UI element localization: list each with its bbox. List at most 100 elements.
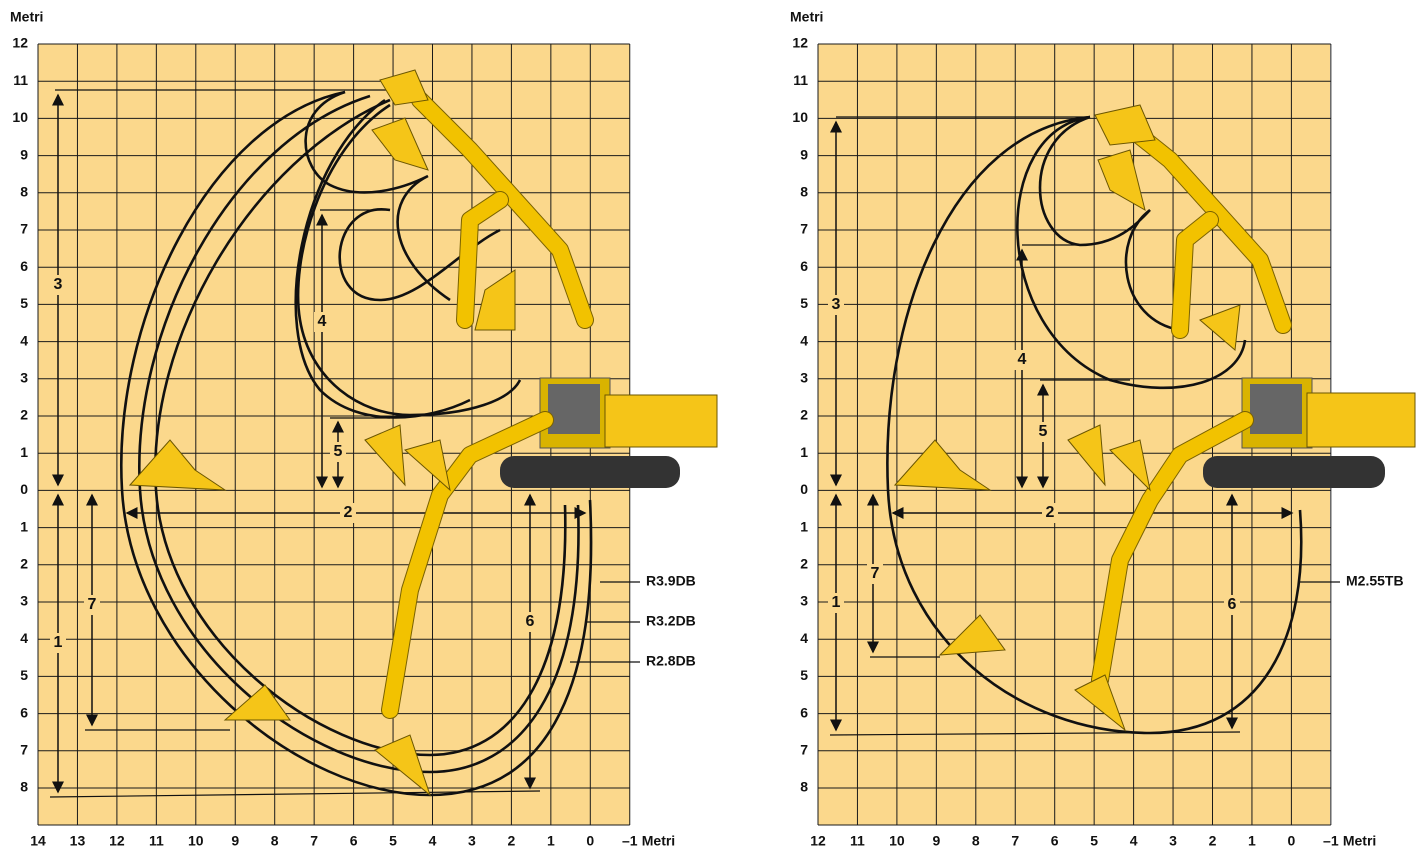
callout-bg <box>1035 422 1051 442</box>
leader <box>49 790 541 798</box>
y-tick-label: 5 <box>800 295 808 311</box>
y-tick-label: 3 <box>800 593 808 609</box>
callout: 1 <box>54 634 63 651</box>
boom <box>382 412 553 718</box>
callout-bg <box>1042 503 1058 523</box>
y-tick-label: 12 <box>792 35 808 51</box>
y-tick-label: 8 <box>20 779 28 795</box>
x-tick-label: 3 <box>468 833 476 849</box>
y-tick-label: 3 <box>20 370 28 386</box>
callout-bg <box>1014 350 1030 370</box>
y-tick-label: 8 <box>20 184 28 200</box>
loop <box>1016 115 1247 390</box>
callout: 3 <box>54 276 63 293</box>
callout: 7 <box>88 596 97 613</box>
x-tick-label: 6 <box>1051 833 1059 849</box>
callout: 2 <box>1046 504 1055 521</box>
bucket <box>1097 149 1146 212</box>
x-tick-label: 9 <box>932 833 940 849</box>
y-tick-label: 1 <box>800 518 808 534</box>
x-tick-label: 14 <box>30 833 46 849</box>
callout-bg <box>50 275 66 295</box>
callout-bg <box>340 503 356 523</box>
y-tick-label: 4 <box>800 332 808 348</box>
x-tick-label: 2 <box>1209 833 1217 849</box>
x-tick-label: 0 <box>1288 833 1296 849</box>
x-tick-label: 13 <box>70 833 86 849</box>
bucket <box>1109 439 1151 492</box>
x-tick-label: 7 <box>310 833 318 849</box>
bucket <box>379 69 429 106</box>
stick <box>1172 212 1218 338</box>
y-axis-title: Metri <box>790 9 823 25</box>
bucket <box>223 684 291 721</box>
bucket <box>1067 424 1106 487</box>
callout-bg <box>522 612 538 632</box>
y-tick-label: 0 <box>20 481 28 497</box>
y-tick-label: 2 <box>800 556 808 572</box>
y-tick-label: 8 <box>800 779 808 795</box>
bucket <box>128 439 227 491</box>
x-tick-label: 11 <box>149 833 164 849</box>
y-tick-label: 2 <box>20 407 28 423</box>
callout-bg <box>84 595 100 615</box>
x-tick-label: 0 <box>586 833 594 849</box>
y-tick-label: 4 <box>800 630 808 646</box>
x-tick-label: 11 <box>850 833 865 849</box>
track <box>1203 456 1385 488</box>
y-tick-label: 6 <box>800 704 808 720</box>
callout: 3 <box>832 296 841 313</box>
bucket <box>893 439 992 491</box>
y-tick-label: 10 <box>12 109 28 125</box>
cab-window <box>548 384 600 434</box>
body <box>1306 392 1416 448</box>
y-tick-label: 4 <box>20 332 28 348</box>
stick <box>457 192 508 328</box>
callout-bg <box>50 633 66 653</box>
callout: 2 <box>344 504 353 521</box>
callout: 6 <box>1228 596 1237 613</box>
x-tick-label: 10 <box>889 833 905 849</box>
callout: 1 <box>832 594 841 611</box>
bucket <box>938 614 1006 656</box>
x-axis-unit: Metri <box>1343 833 1376 849</box>
y-tick-label: 0 <box>800 481 808 497</box>
x-tick-label: 6 <box>350 833 358 849</box>
y-tick-label: 3 <box>20 593 28 609</box>
x-tick-label: –1 <box>622 833 638 849</box>
y-tick-label: 7 <box>20 742 28 758</box>
x-tick-label: 5 <box>389 833 397 849</box>
track <box>500 456 680 488</box>
y-tick-label: 9 <box>800 146 808 162</box>
left-drawing <box>49 69 718 798</box>
x-tick-label: 1 <box>1248 833 1256 849</box>
y-tick-label: 1 <box>20 444 28 460</box>
y-tick-label: 6 <box>20 258 28 274</box>
callout-bg <box>828 295 844 315</box>
curve-label: R3.2DB <box>646 613 696 629</box>
bucket <box>371 117 429 171</box>
y-tick-label: 2 <box>800 407 808 423</box>
y-tick-label: 3 <box>800 370 808 386</box>
envelope <box>886 115 1303 735</box>
x-tick-label: –1 <box>1323 833 1339 849</box>
y-tick-label: 10 <box>792 109 808 125</box>
curve-label: M2.55TB <box>1346 573 1404 589</box>
y-tick-label: 9 <box>20 146 28 162</box>
y-tick-label: 4 <box>20 630 28 646</box>
x-axis-unit: Metri <box>642 833 675 849</box>
bucket <box>1074 674 1127 732</box>
callout: 7 <box>871 565 880 582</box>
body <box>604 394 718 448</box>
y-tick-label: 12 <box>12 35 28 51</box>
callout: 4 <box>318 313 327 330</box>
x-tick-label: 7 <box>1011 833 1019 849</box>
y-tick-label: 5 <box>800 667 808 683</box>
y-tick-label: 5 <box>20 667 28 683</box>
callout: 4 <box>1018 351 1027 368</box>
y-tick-label: 1 <box>20 518 28 534</box>
x-tick-label: 9 <box>231 833 239 849</box>
x-tick-label: 4 <box>429 833 437 849</box>
bucket <box>1094 104 1156 146</box>
envelope <box>120 90 593 797</box>
